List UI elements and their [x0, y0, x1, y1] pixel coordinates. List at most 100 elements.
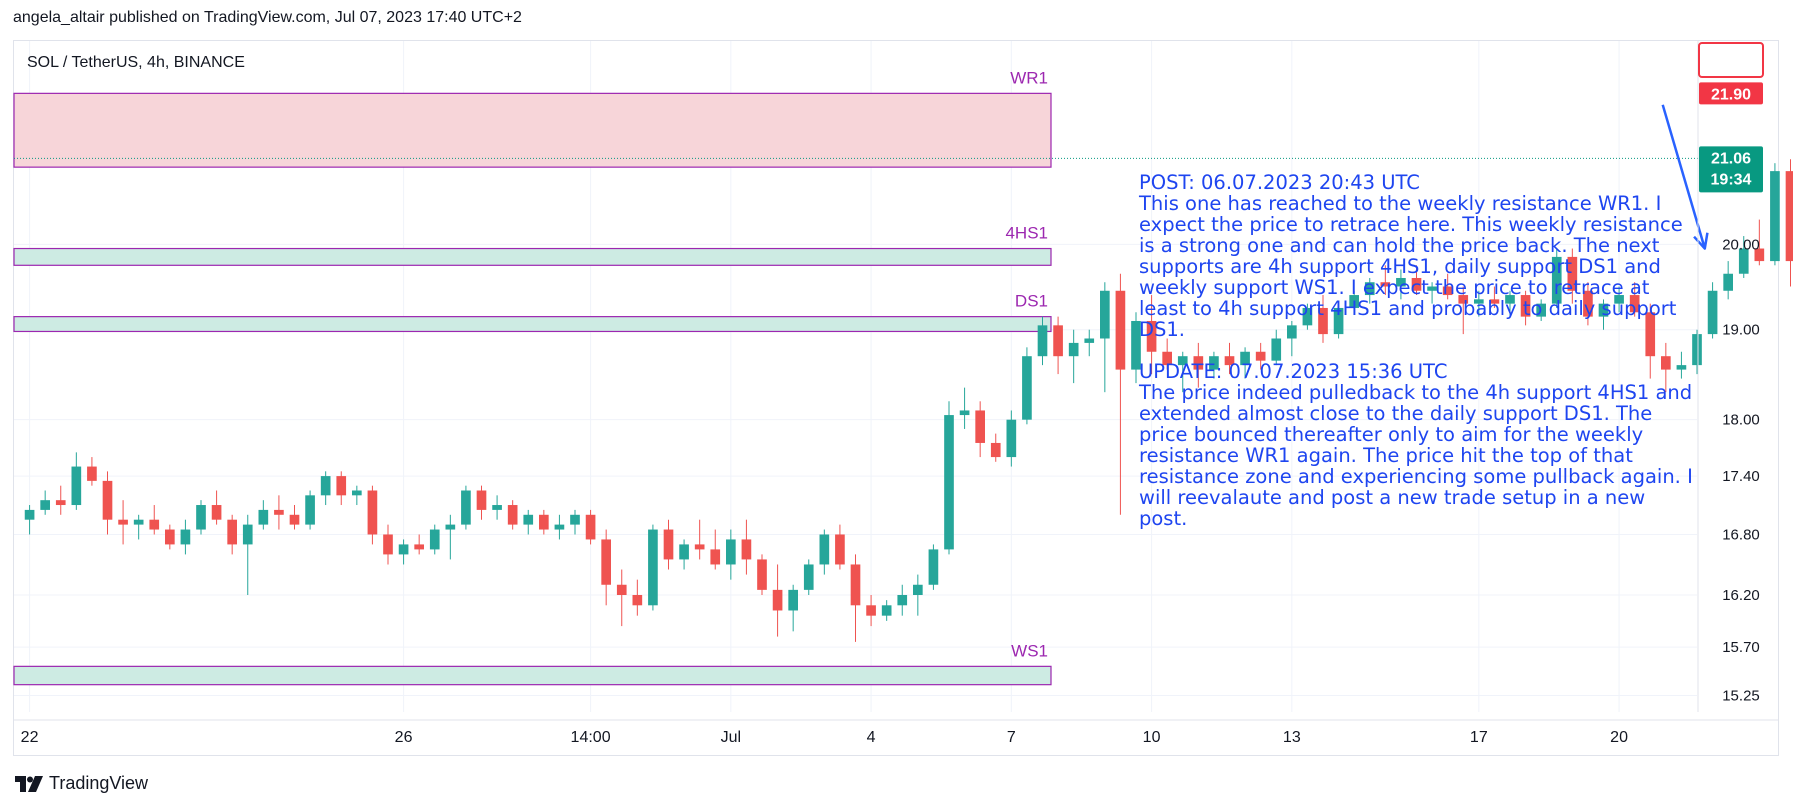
candle-body	[1146, 320, 1157, 352]
candle-body	[180, 529, 191, 545]
candle-body	[149, 519, 160, 530]
y-tick-label: 15.70	[1722, 639, 1760, 656]
candle-body	[1240, 351, 1250, 366]
candle-body	[663, 529, 674, 560]
candle-body	[196, 505, 206, 530]
candle-body	[975, 410, 985, 443]
candle-body	[289, 514, 300, 525]
x-tick-label: 17	[1470, 729, 1488, 746]
candle-body	[913, 584, 923, 595]
symbol-title[interactable]: SOL / TetherUS, 4h, BINANCE	[27, 54, 245, 71]
candle-body	[1333, 307, 1344, 335]
candle-body	[803, 564, 814, 590]
y-tick-label: 18.00	[1722, 412, 1760, 429]
candle-body	[1614, 295, 1624, 304]
publish-info: angela_altair published on TradingView.c…	[13, 9, 522, 26]
brand-footer[interactable]: TradingView	[15, 773, 148, 794]
candle-body	[1785, 171, 1793, 262]
candle-body	[694, 544, 705, 550]
candle-body	[1162, 351, 1172, 366]
candle-body	[1474, 299, 1484, 304]
candle-body	[1100, 290, 1110, 339]
brand-name: TradingView	[49, 773, 149, 793]
candle-body	[1349, 295, 1359, 308]
zone-label: 4HS1	[1005, 224, 1048, 243]
candle-body	[1520, 295, 1531, 317]
candle-body	[990, 442, 1001, 458]
candles	[24, 159, 1793, 642]
candle-body	[24, 509, 35, 520]
candle-body	[585, 514, 596, 540]
candle-body	[1193, 356, 1204, 370]
tradingview-logo-icon	[15, 775, 43, 792]
candle-body	[726, 539, 736, 565]
candle-body	[476, 490, 487, 510]
candle-body	[1318, 307, 1328, 335]
candle-body	[1661, 356, 1671, 370]
candle-body	[601, 539, 611, 585]
y-tick-label: 20.00	[1722, 236, 1760, 253]
candle-body	[352, 490, 362, 496]
candle-body	[632, 594, 643, 606]
candle-body	[1427, 286, 1437, 291]
x-tick-label: 7	[1007, 729, 1016, 746]
candle-body	[959, 410, 970, 416]
candle-body	[866, 605, 876, 616]
candle-body	[1505, 295, 1515, 304]
update-body: The price indeed pulledback to the 4h su…	[1139, 381, 1693, 530]
update-header: UPDATE: 07.07.2023 15:36 UTC	[1139, 360, 1448, 383]
candle-body	[71, 466, 82, 506]
last-price-label: 21.06	[1711, 150, 1751, 167]
candle-body	[1037, 325, 1048, 357]
y-tick-label: 15.25	[1722, 688, 1760, 705]
x-tick-label: 13	[1283, 729, 1301, 746]
x-tick-label: 14:00	[571, 729, 611, 746]
candle-body	[445, 524, 456, 530]
y-tick-label: 16.80	[1722, 526, 1760, 543]
candle-body	[1302, 307, 1313, 326]
zone-4hs1	[13, 247, 1052, 266]
candle-body	[1458, 295, 1469, 304]
zone-wr1	[13, 92, 1052, 168]
candle-body	[1598, 303, 1609, 317]
candle-body	[679, 544, 689, 560]
zone-ws1	[13, 665, 1052, 686]
candle-body	[772, 589, 783, 611]
candle-body	[1396, 277, 1406, 287]
candle-body	[1707, 290, 1718, 335]
candle-body	[1442, 286, 1453, 296]
price-axis-partial-tag	[1698, 42, 1764, 78]
candle-body	[1022, 356, 1032, 420]
y-tick-label: 16.20	[1722, 587, 1760, 604]
candle-body	[55, 500, 66, 506]
candle-body	[1131, 320, 1141, 370]
candle-body	[507, 505, 518, 525]
candle-body	[1084, 338, 1095, 343]
candle-body	[336, 476, 347, 496]
candle-body	[835, 534, 845, 565]
candle-body	[258, 509, 269, 525]
candle-body	[1692, 334, 1702, 366]
candle-body	[554, 524, 565, 530]
post-header: POST: 06.07.2023 20:43 UTC	[1139, 171, 1420, 194]
high-price-tag	[1699, 82, 1763, 105]
high-price-label: 21.90	[1711, 86, 1751, 103]
candle-body	[1567, 256, 1578, 291]
candle-body	[616, 584, 627, 595]
candle-body	[788, 589, 798, 611]
candle-body	[1583, 290, 1593, 317]
candle-body	[1068, 342, 1079, 357]
x-tick-label: 22	[21, 729, 39, 746]
candle-body	[523, 514, 534, 525]
candle-body	[1770, 171, 1780, 262]
candle-body	[1255, 351, 1266, 361]
candle-body	[1676, 365, 1687, 370]
chart-frame[interactable]	[13, 40, 1779, 756]
candle-body	[305, 495, 315, 525]
candle-body	[741, 539, 752, 560]
zone-ds1	[13, 316, 1052, 333]
candle-body	[944, 415, 954, 550]
countdown-label: 19:34	[1711, 171, 1752, 188]
candle-body	[757, 559, 767, 590]
